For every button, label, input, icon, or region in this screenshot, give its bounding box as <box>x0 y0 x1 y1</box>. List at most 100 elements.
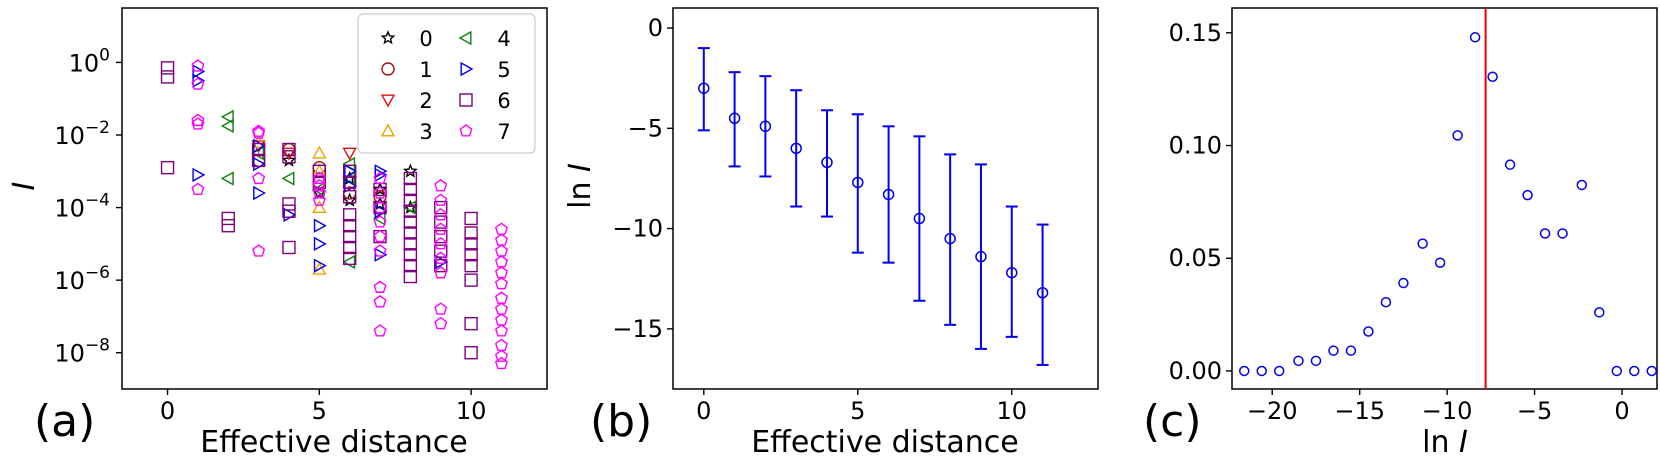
series-6-point <box>342 164 357 178</box>
distribution-point <box>1293 355 1304 367</box>
series-6-point <box>282 204 296 218</box>
series-1-point <box>373 189 387 204</box>
distribution-point <box>1273 365 1285 377</box>
series-7-point <box>434 178 448 192</box>
series-5-point <box>374 247 388 262</box>
distribution-point <box>1629 365 1640 377</box>
series-4-point <box>342 254 356 270</box>
panel-b: 0 5 10 0 −5 −10 −15 Effective distance ln I (… <box>563 7 1099 460</box>
panel-a-ytick-label: 100 <box>69 45 110 77</box>
series-7-point <box>494 356 508 370</box>
series-5-point <box>313 236 327 252</box>
panel-c-xtick-label: −15 <box>1334 397 1385 425</box>
panel-b-ytick-label: −5 <box>628 114 663 142</box>
panel-b-errorbars <box>697 47 1049 366</box>
series-7-point <box>494 276 508 290</box>
series-7-point <box>252 244 266 257</box>
panel-c-xtick-label: −20 <box>1247 397 1298 425</box>
panel-b-x-ticks: 0 5 10 <box>696 389 1027 425</box>
panel-a-x-ticks: 0 5 10 <box>160 389 486 425</box>
series-6-point <box>434 200 448 215</box>
series-6-point <box>221 211 235 226</box>
panel-a-points <box>160 59 508 370</box>
distribution-point <box>1469 32 1481 43</box>
panel-c-ytick-label: 0.15 <box>1169 19 1222 47</box>
distribution-point <box>1557 228 1568 239</box>
series-7-point <box>494 244 508 257</box>
panel-c-x-ticks: −20 −15 −10 −5 0 <box>1247 389 1630 425</box>
series-7-point <box>373 215 387 228</box>
panel-b-ytick-label: 0 <box>648 14 663 42</box>
series-6-point <box>403 171 418 186</box>
series-7-point <box>494 313 508 326</box>
series-6-point <box>342 219 357 233</box>
panel-c-xtick-label: 0 <box>1614 397 1629 425</box>
panel-a-xtick-label: 10 <box>456 397 487 425</box>
panel-b-label: (b) <box>590 396 652 447</box>
series-4-point <box>281 171 295 186</box>
series-6-point <box>403 182 418 197</box>
legend-label-2: 2 <box>419 89 432 113</box>
mean-point <box>882 188 895 201</box>
series-6-point <box>403 226 418 240</box>
series-6-point <box>312 164 327 178</box>
distribution-point <box>1504 159 1516 170</box>
series-4-point <box>220 171 234 186</box>
series-6-point <box>342 208 357 222</box>
series-2-point <box>281 147 297 161</box>
series-5-point <box>344 164 358 179</box>
series-7-point <box>434 193 448 206</box>
series-3-point <box>312 261 327 275</box>
series-7-point <box>373 280 387 293</box>
mean-point <box>913 212 926 225</box>
series-7-point <box>191 182 205 195</box>
series-7-point <box>373 200 387 214</box>
series-7-point <box>494 233 508 246</box>
series-7-point <box>373 295 387 308</box>
legend-marker-6 <box>459 93 473 107</box>
series-7-point <box>191 59 205 72</box>
series-6-point <box>251 142 266 157</box>
panel-b-xtick-label: 0 <box>696 397 711 425</box>
series-6-point <box>464 316 478 331</box>
series-7-point <box>434 207 448 221</box>
series-5-point <box>313 258 327 273</box>
distribution-point <box>1434 257 1446 269</box>
panel-c-y-ticks: 0.00 0.05 0.10 0.15 <box>1169 19 1232 385</box>
panel-a: 0 5 10 100 10−2 10−4 10−6 10−8 0 1 2 3 4 5 6 7 Effect… <box>7 7 548 460</box>
panel-a-ytick-label: 10−4 <box>54 191 110 223</box>
series-6-point <box>403 237 418 251</box>
series-4-point <box>220 109 234 125</box>
panel-a-xtick-label: 5 <box>312 397 327 425</box>
distribution-point <box>1576 179 1588 191</box>
panel-a-frame <box>121 7 548 390</box>
distribution-point <box>1646 365 1658 377</box>
mean-point <box>790 142 802 155</box>
series-6-point <box>403 248 418 262</box>
panel-b-frame <box>672 7 1099 390</box>
mean-point <box>852 176 864 189</box>
series-7-point <box>191 117 205 130</box>
series-7-point <box>312 193 326 206</box>
panel-b-ylabel: ln I <box>563 163 598 209</box>
series-7-point <box>494 266 508 279</box>
panel-a-ytick-label: 10−2 <box>54 118 110 150</box>
series-6-point <box>403 258 418 273</box>
series-6-point <box>464 258 478 273</box>
mean-point <box>821 156 833 169</box>
series-6-point <box>464 226 478 240</box>
panel-c: −20 −15 −10 −5 0 0.00 0.05 0.10 0.15 ln I (c) <box>1143 7 1658 460</box>
legend-label-4: 4 <box>497 27 510 51</box>
panel-c-xtick-label: −10 <box>1422 397 1473 425</box>
legend-label-6: 6 <box>497 89 510 113</box>
panel-b-xtick-label: 5 <box>850 397 865 425</box>
series-2-point <box>342 147 357 161</box>
series-5-point <box>192 64 206 79</box>
series-3-point <box>312 163 327 177</box>
series-7-point <box>434 236 448 250</box>
panel-a-legend: 0 1 2 3 4 5 6 7 <box>357 13 536 154</box>
series-7-point <box>252 126 266 139</box>
panel-a-y-ticks: 100 10−2 10−4 10−6 10−8 <box>54 45 122 368</box>
series-6-point <box>282 240 296 255</box>
